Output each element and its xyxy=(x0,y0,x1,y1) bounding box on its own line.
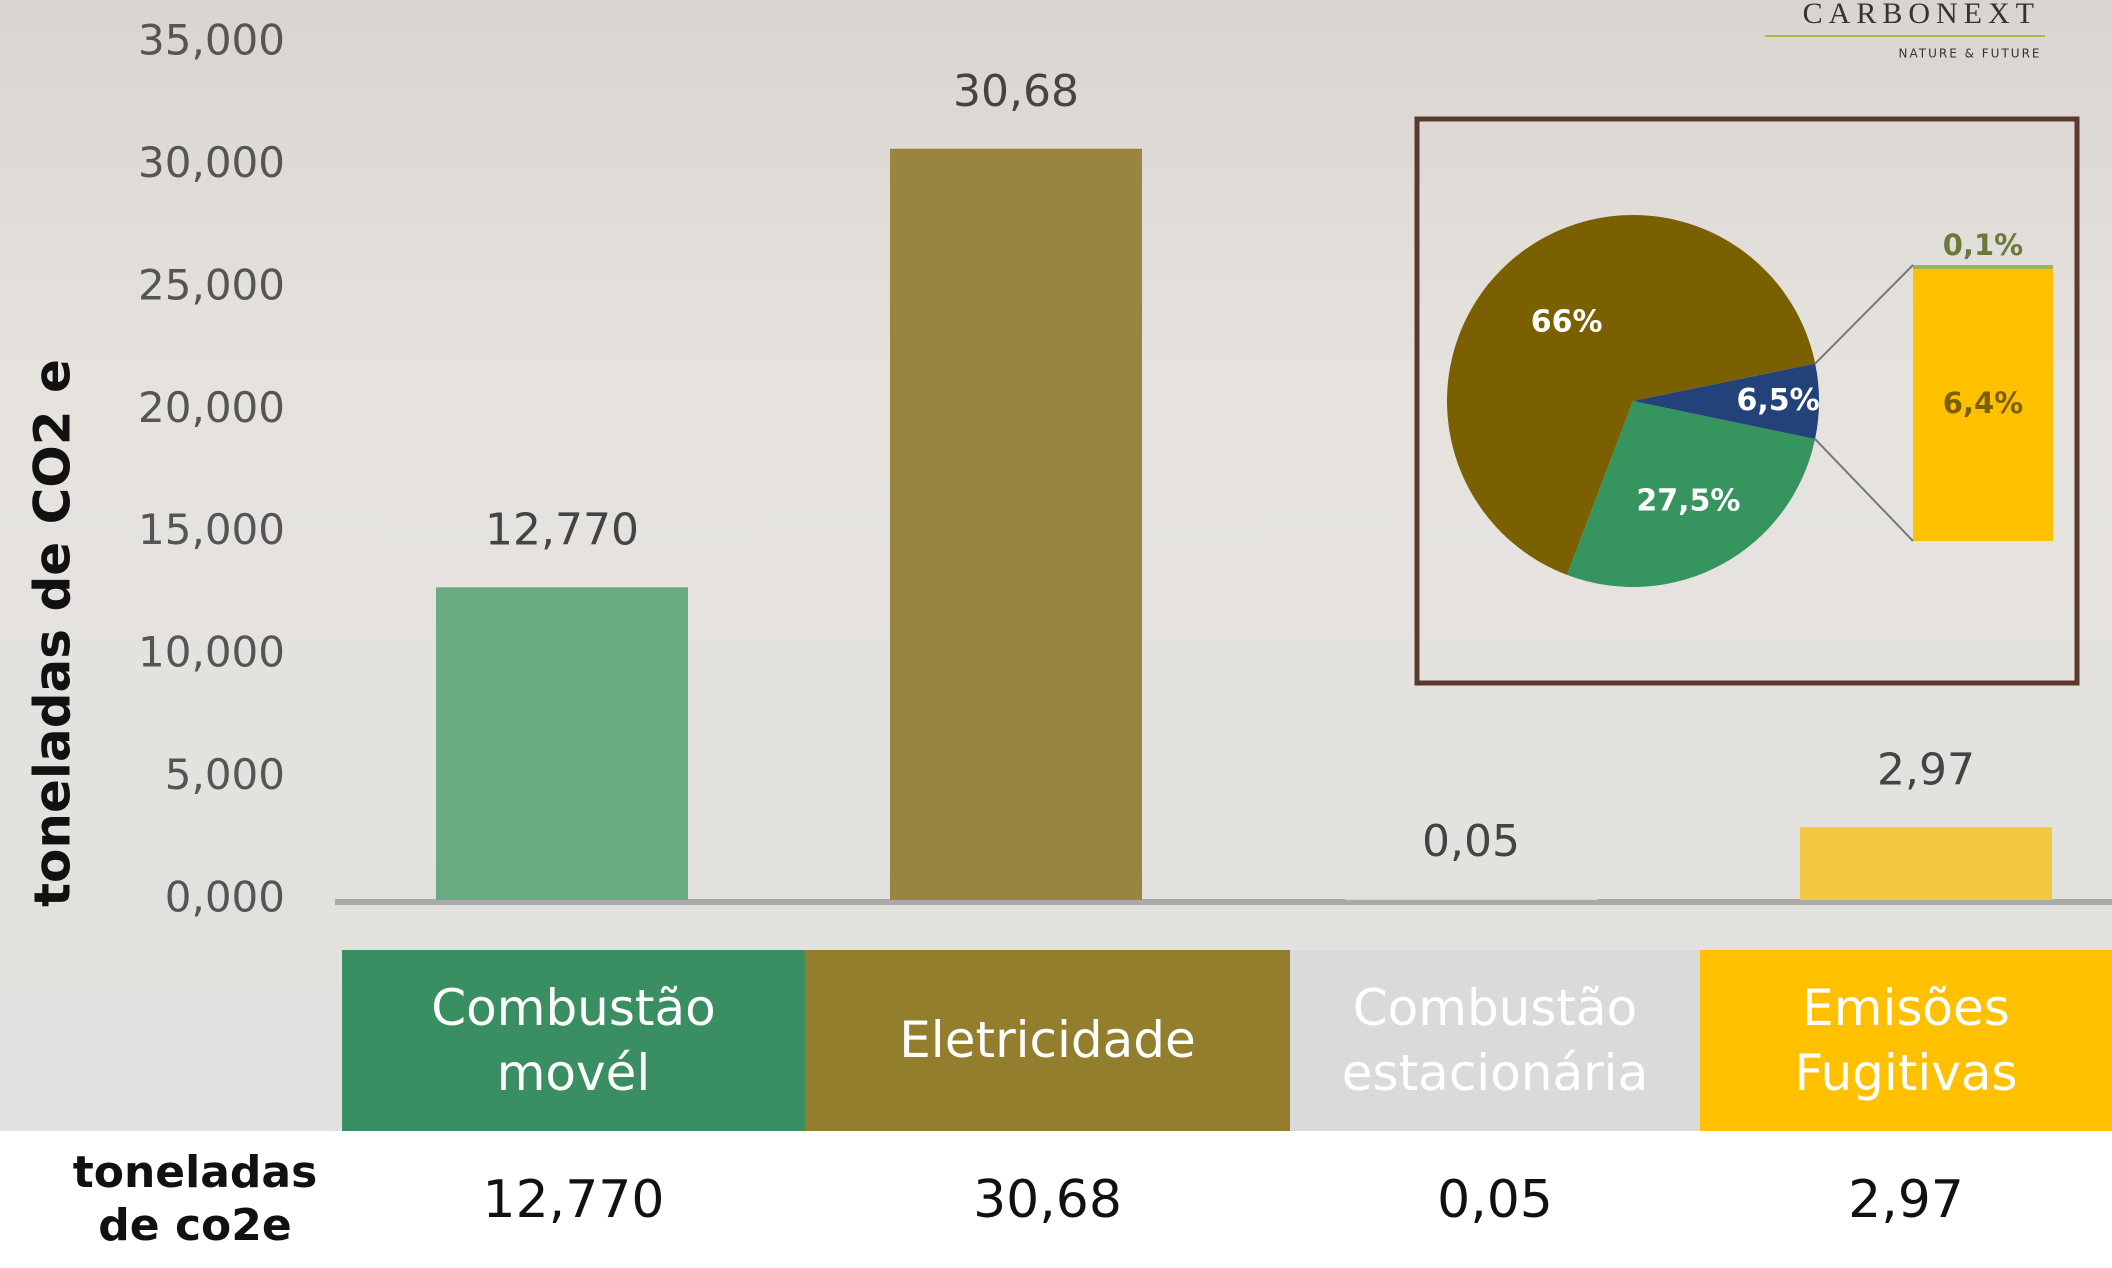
breakdown-label: 0,1% xyxy=(1943,228,2023,262)
table-value-text: 12,770 xyxy=(483,1170,665,1230)
value-label: 30,68 xyxy=(953,66,1079,117)
y-tick-label: 25,000 xyxy=(138,260,285,309)
table-value-text: 0,05 xyxy=(1437,1170,1553,1230)
value-label: 2,97 xyxy=(1877,744,1975,795)
pie-label: 6,5% xyxy=(1736,383,1819,418)
value-label: 12,770 xyxy=(485,504,639,555)
y-tick-label: 30,000 xyxy=(138,138,285,187)
y-tick-label: 10,000 xyxy=(138,628,285,677)
category-cell-text: Combustão movél xyxy=(401,976,746,1106)
page: toneladas de co2e CARBONEXT NATURE & FUT… xyxy=(0,0,2112,1268)
table-value: 0,05 xyxy=(1295,1131,1695,1268)
y-axis-title: toneladas de CO2 e xyxy=(24,359,82,907)
value-label: 0,05 xyxy=(1422,816,1520,867)
category-cell: Combustão movél xyxy=(342,950,805,1131)
bar xyxy=(1800,827,2052,900)
pie-label: 66% xyxy=(1531,305,1603,340)
table-value: 12,770 xyxy=(374,1131,774,1268)
category-cell: Combustão estacionária xyxy=(1290,950,1700,1131)
table-value: 30,68 xyxy=(848,1131,1248,1268)
bar xyxy=(1345,899,1597,900)
y-tick-label: 35,000 xyxy=(138,16,285,65)
category-cell-text: Eletricidade xyxy=(899,1008,1196,1073)
bar xyxy=(436,587,688,900)
logo-name: CARBONEXT xyxy=(1803,0,2040,30)
y-tick-label: 20,000 xyxy=(138,383,285,432)
table-value-text: 30,68 xyxy=(973,1170,1122,1230)
logo-tagline: NATURE & FUTURE xyxy=(1899,47,2042,61)
category-cell: Eletricidade xyxy=(805,950,1290,1131)
category-cell: Emisões Fugitivas xyxy=(1700,950,2112,1131)
connector xyxy=(1815,439,1913,541)
y-tick-label: 5,000 xyxy=(165,750,285,799)
y-tick-label: 0,000 xyxy=(165,873,285,922)
category-cell-text: Emisões Fugitivas xyxy=(1734,976,2079,1106)
connector xyxy=(1815,265,1913,364)
y-tick-label: 15,000 xyxy=(138,505,285,554)
category-cell-text: Combustão estacionária xyxy=(1323,976,1668,1106)
pie-label: 27,5% xyxy=(1636,484,1740,519)
bar xyxy=(890,149,1142,900)
breakdown-segment xyxy=(1913,265,2053,269)
breakdown-label: 6,4% xyxy=(1943,386,2023,420)
table-value-text: 2,97 xyxy=(1848,1170,1964,1230)
table-value: 2,97 xyxy=(1706,1131,2106,1268)
